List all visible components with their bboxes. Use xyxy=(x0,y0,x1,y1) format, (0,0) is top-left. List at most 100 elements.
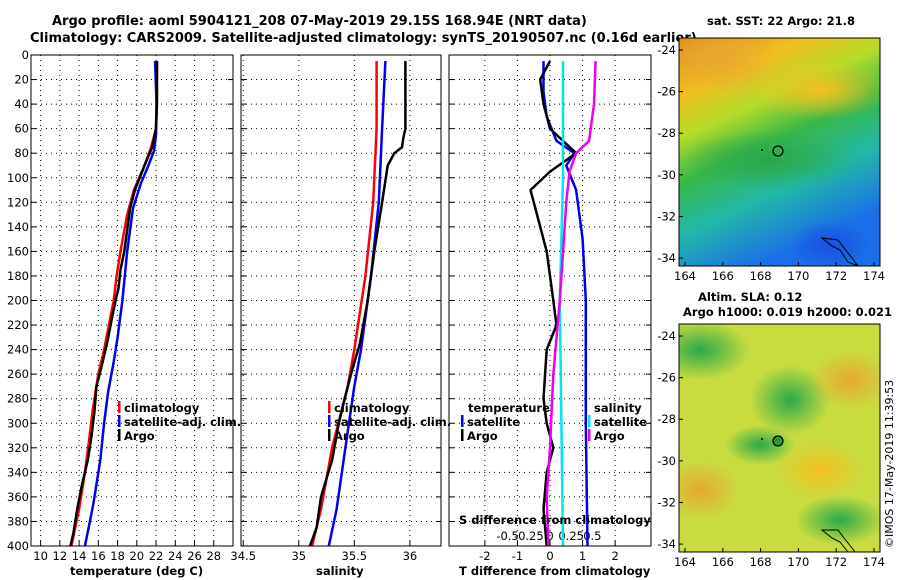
legend-swatch-satellite xyxy=(118,415,121,427)
map-y-tick-label: -24 xyxy=(657,43,676,57)
s-tick-label: 0.5 xyxy=(583,529,601,543)
x-tick-label: 2 xyxy=(611,549,618,563)
title-line-1: Argo profile: aoml 5904121_208 07-May-20… xyxy=(52,14,587,29)
s-tick-label: 0.25 xyxy=(558,529,584,543)
difference-legend: temperature satellite Argo salinity sate… xyxy=(461,401,647,443)
depth-tick-label: 280 xyxy=(7,392,29,406)
legend-climatology: climatology xyxy=(124,401,200,415)
argo-dot-sla xyxy=(761,438,763,440)
map-x-tick-label: 166 xyxy=(712,269,734,283)
legend-s-satellite: satellite xyxy=(594,415,647,429)
legend-swatch-satellite xyxy=(328,415,331,427)
temperature-legend: climatology satellite-adj. clim. Argo xyxy=(118,401,241,443)
map-x-tick-label: 174 xyxy=(863,269,885,283)
legend-swatch-argo xyxy=(118,429,121,441)
series-satellite-adj-clim- xyxy=(83,61,158,547)
legend-argo: Argo xyxy=(124,429,155,443)
series-s-argo xyxy=(545,61,597,547)
sla-map xyxy=(679,324,880,552)
legend-argo: Argo xyxy=(334,429,365,443)
salinity-panel: 34.5 35 35.5 36 xyxy=(230,54,442,563)
map-x-tick-label: 168 xyxy=(750,269,772,283)
x-tick-label: 22 xyxy=(149,549,164,563)
sst-map xyxy=(679,38,880,266)
x-tick-label: 20 xyxy=(129,549,144,563)
plot-frame xyxy=(448,54,652,547)
x-tick-label: 0 xyxy=(546,549,553,563)
x-tick-label: -1 xyxy=(512,549,523,563)
s-tick-label: -0.25 xyxy=(514,529,544,543)
depth-tick-label: 20 xyxy=(14,73,29,87)
depth-tick-label: 220 xyxy=(7,318,29,332)
difference-panel: -2 -1 0 1 2 -0.5-0.25 0 0.25 0.5 xyxy=(448,54,652,563)
map-y-tick-label: -34 xyxy=(657,537,676,551)
depth-tick-label: 300 xyxy=(7,416,29,430)
x-tick-label: 28 xyxy=(206,549,221,563)
salinity-xlabel: salinity xyxy=(316,564,364,578)
depth-tick-label: 40 xyxy=(14,97,29,111)
depth-tick-label: 400 xyxy=(7,539,29,553)
series-t-satellite xyxy=(542,61,589,547)
legend-swatch-s-argo xyxy=(588,429,591,441)
map-x-tick-label: 170 xyxy=(787,555,809,569)
depth-tick-label: 0 xyxy=(22,48,29,62)
legend-swatch-s-satellite xyxy=(588,415,591,427)
temperature-panel: 10 12 14 16 18 20 22 24 26 28 xyxy=(30,54,234,563)
depth-tick-label: 320 xyxy=(7,441,29,455)
sla-map-title-1: Altim. SLA: 0.12 xyxy=(698,290,802,304)
x-tick-label: 35.5 xyxy=(342,549,368,563)
x-tick-label: 24 xyxy=(168,549,183,563)
map-y-tick-label: -24 xyxy=(657,329,676,343)
x-tick-label: 1 xyxy=(579,549,586,563)
series-t-argo xyxy=(529,60,578,547)
map-x-tick-label: 172 xyxy=(825,555,847,569)
s-difference-label: S difference from climatology xyxy=(459,513,651,527)
map-y-tick-label: -30 xyxy=(657,454,676,468)
legend-t-argo: Argo xyxy=(467,429,498,443)
depth-tick-label: 260 xyxy=(7,367,29,381)
x-tick-label: 35 xyxy=(291,549,306,563)
series-argo xyxy=(308,61,407,547)
temperature-xlabel: temperature (deg C) xyxy=(70,564,203,578)
map-x-tick-label: 164 xyxy=(674,269,696,283)
map-y-tick-label: -32 xyxy=(657,495,676,509)
depth-tick-label: 360 xyxy=(7,490,29,504)
argo-dot xyxy=(761,149,763,151)
legend-climatology: climatology xyxy=(334,401,410,415)
map-x-tick-label: 174 xyxy=(863,555,885,569)
map-x-tick-label: 172 xyxy=(825,269,847,283)
argo-location-marker xyxy=(772,145,784,157)
x-tick-label: 10 xyxy=(33,549,48,563)
legend-t-satellite: satellite xyxy=(467,415,520,429)
legend-s-argo: Argo xyxy=(594,429,625,443)
x-tick-label: -2 xyxy=(479,549,490,563)
x-tick-label: 12 xyxy=(53,549,68,563)
map-y-tick-label: -30 xyxy=(657,168,676,182)
map-x-tick-label: 170 xyxy=(787,269,809,283)
map-x-tick-label: 168 xyxy=(750,555,772,569)
legend-satellite: satellite-adj. clim. xyxy=(124,415,241,429)
map-y-tick-label: -26 xyxy=(657,85,676,99)
depth-tick-label: 80 xyxy=(14,146,29,160)
argo-location-marker-sla xyxy=(772,435,784,447)
legend-temperature-title: temperature xyxy=(468,401,550,415)
sla-map-frame xyxy=(678,323,881,553)
x-tick-label: 14 xyxy=(72,549,87,563)
x-tick-label: 16 xyxy=(91,549,106,563)
legend-swatch-t-satellite xyxy=(461,415,464,427)
credit-text: ©IMOS 17-May-2019 11:39:53 xyxy=(883,380,896,548)
sst-map-title: sat. SST: 22 Argo: 21.8 xyxy=(707,14,855,28)
difference-xlabel: T difference from climatology xyxy=(459,564,651,578)
sst-map-frame xyxy=(678,37,881,267)
sst-map-axes: 164 166 168 170 172 174 -24 -26 -28 -30 -32 -34 xyxy=(657,43,885,283)
map-y-tick-label: -26 xyxy=(657,371,676,385)
x-tick-label: 18 xyxy=(110,549,125,563)
map-y-tick-label: -28 xyxy=(657,126,676,140)
title-line-2: Climatology: CARS2009. Satellite-adjuste… xyxy=(30,31,697,46)
s-tick-label: -0.5 xyxy=(496,529,518,543)
plot-frame xyxy=(240,54,442,547)
legend-swatch-climatology xyxy=(328,401,331,413)
depth-tick-label: 380 xyxy=(7,514,29,528)
depth-tick-label: 120 xyxy=(7,195,29,209)
